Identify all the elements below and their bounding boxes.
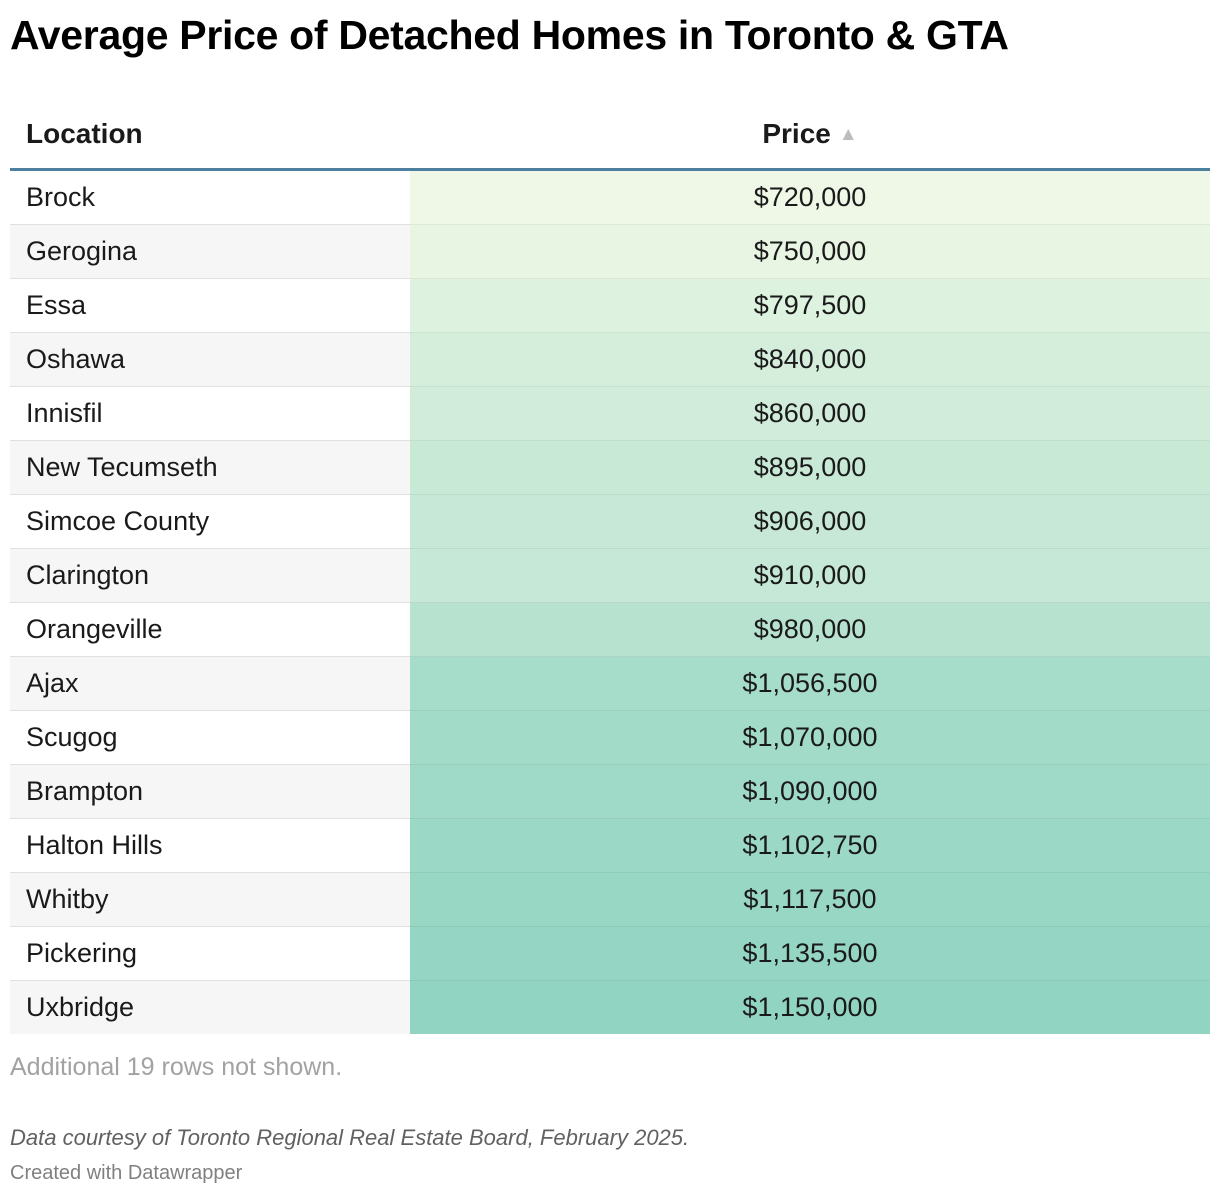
location-cell: Ajax [10, 656, 410, 711]
table-row: Brampton $1,090,000 [10, 764, 1210, 819]
table-row: Clarington $910,000 [10, 548, 1210, 603]
location-cell: Gerogina [10, 224, 410, 279]
chart-title: Average Price of Detached Homes in Toron… [10, 12, 1009, 58]
price-cell: $1,135,500 [410, 926, 1210, 981]
location-cell: Essa [10, 278, 410, 333]
source-note: Data courtesy of Toronto Regional Real E… [10, 1125, 690, 1150]
table-row: Whitby $1,117,500 [10, 872, 1210, 927]
table-row: Oshawa $840,000 [10, 332, 1210, 387]
sort-ascending-icon[interactable]: ▲ [838, 124, 858, 145]
location-cell: New Tecumseth [10, 440, 410, 495]
price-cell: $1,102,750 [410, 818, 1210, 873]
price-cell: $1,150,000 [410, 980, 1210, 1034]
table-row: Simcoe County $906,000 [10, 494, 1210, 549]
location-cell: Brock [10, 169, 410, 225]
table-row: Scugog $1,070,000 [10, 710, 1210, 765]
price-cell: $797,500 [410, 278, 1210, 333]
price-cell: $1,090,000 [410, 764, 1210, 819]
table-row: Brock $720,000 [10, 169, 1210, 225]
table-row: Innisfil $860,000 [10, 386, 1210, 441]
location-cell: Oshawa [10, 332, 410, 387]
price-table: Location Price ▲ Brock $720,000 Gerogina $75… [10, 100, 1210, 1034]
price-cell: $720,000 [410, 169, 1210, 225]
table-body: Brock $720,000 Gerogina $750,000 Essa $797,50… [10, 169, 1210, 1034]
location-cell: Simcoe County [10, 494, 410, 549]
price-cell: $840,000 [410, 332, 1210, 387]
price-cell: $906,000 [410, 494, 1210, 549]
price-header-label: Price [762, 118, 831, 149]
location-cell: Halton Hills [10, 818, 410, 873]
price-cell: $1,056,500 [410, 656, 1210, 711]
rows-not-shown-note: Additional 19 rows not shown. [10, 1053, 343, 1081]
price-cell: $860,000 [410, 386, 1210, 441]
price-column-header[interactable]: Price ▲ [410, 100, 1210, 171]
price-cell: $895,000 [410, 440, 1210, 495]
datawrapper-credit: Created with Datawrapper [10, 1162, 243, 1184]
table-row: Ajax $1,056,500 [10, 656, 1210, 711]
table-row: Orangeville $980,000 [10, 602, 1210, 657]
price-cell: $910,000 [410, 548, 1210, 603]
location-cell: Innisfil [10, 386, 410, 441]
table-row: Gerogina $750,000 [10, 224, 1210, 279]
location-header-label: Location [26, 118, 143, 149]
table-row: Pickering $1,135,500 [10, 926, 1210, 981]
location-cell: Scugog [10, 710, 410, 765]
price-cell: $1,070,000 [410, 710, 1210, 765]
location-cell: Clarington [10, 548, 410, 603]
price-cell: $1,117,500 [410, 872, 1210, 927]
table-row: Halton Hills $1,102,750 [10, 818, 1210, 873]
table-row: New Tecumseth $895,000 [10, 440, 1210, 495]
price-cell: $750,000 [410, 224, 1210, 279]
table-row: Uxbridge $1,150,000 [10, 980, 1210, 1034]
table-row: Essa $797,500 [10, 278, 1210, 333]
table-header-row: Location Price ▲ [10, 100, 1210, 171]
location-cell: Whitby [10, 872, 410, 927]
location-cell: Pickering [10, 926, 410, 981]
location-cell: Brampton [10, 764, 410, 819]
location-column-header[interactable]: Location [10, 100, 410, 171]
location-cell: Uxbridge [10, 980, 410, 1034]
location-cell: Orangeville [10, 602, 410, 657]
price-cell: $980,000 [410, 602, 1210, 657]
